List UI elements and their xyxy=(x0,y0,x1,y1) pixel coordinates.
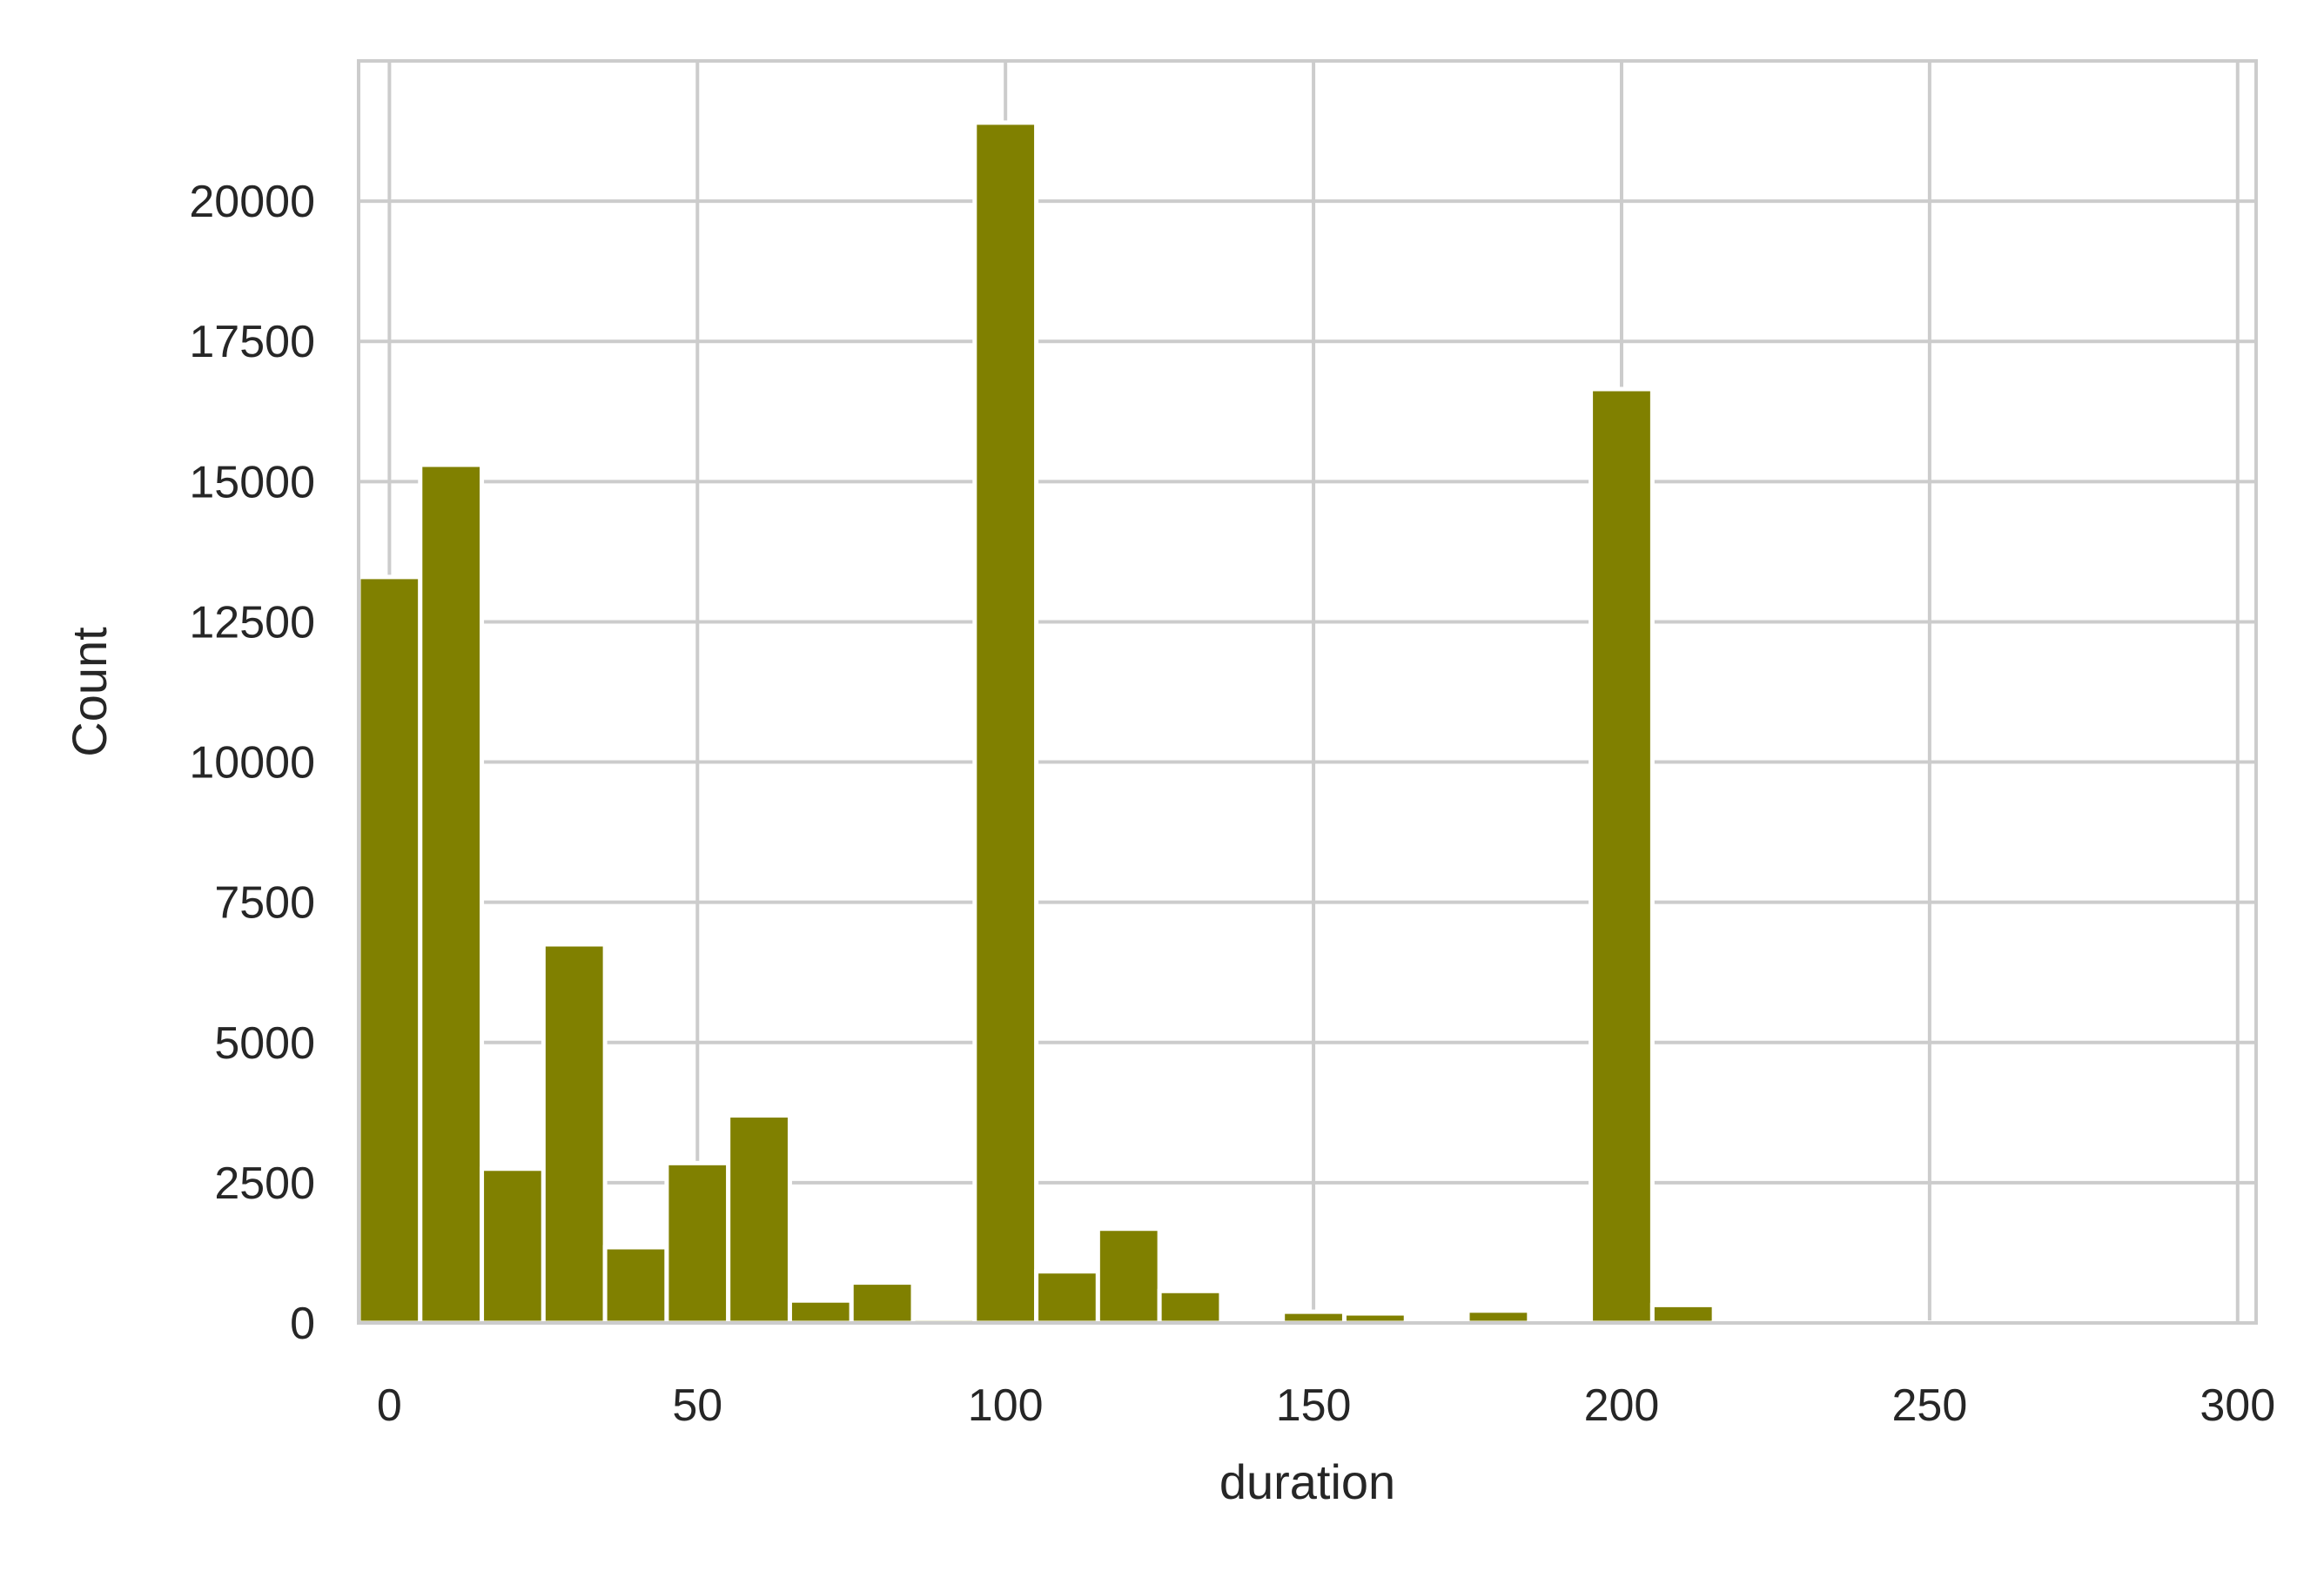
histogram-bar xyxy=(359,577,420,1323)
y-tick-label: 17500 xyxy=(189,317,315,367)
histogram-bar xyxy=(1098,1229,1159,1323)
y-tick-label: 20000 xyxy=(189,177,315,227)
y-tick-label: 2500 xyxy=(214,1158,315,1209)
histogram-bar xyxy=(851,1283,913,1323)
plot-background xyxy=(359,61,2256,1323)
histogram-bar xyxy=(605,1247,667,1323)
histogram-bar xyxy=(1468,1311,1529,1323)
histogram-bar xyxy=(975,123,1037,1323)
x-tick-label: 250 xyxy=(1891,1380,1967,1431)
x-tick-label: 300 xyxy=(2200,1380,2275,1431)
histogram-bar xyxy=(1652,1305,1714,1323)
histogram-bar xyxy=(667,1163,729,1323)
x-tick-label: 0 xyxy=(377,1380,402,1431)
histogram-bar xyxy=(1159,1291,1221,1323)
x-tick-label: 50 xyxy=(672,1380,722,1431)
y-tick-labels: 0 2500 5000 7500 10000 12500 15000 17500 20000 xyxy=(189,177,315,1349)
y-tick-label: 12500 xyxy=(189,597,315,648)
histogram-bar xyxy=(420,465,482,1323)
y-tick-label: 10000 xyxy=(189,738,315,789)
histogram-bar xyxy=(789,1300,851,1323)
y-axis-label: Count xyxy=(62,627,117,757)
x-tick-label: 100 xyxy=(968,1380,1044,1431)
y-tick-label: 0 xyxy=(290,1299,315,1349)
histogram-bar xyxy=(482,1169,544,1323)
y-tick-label: 7500 xyxy=(214,878,315,929)
y-tick-label: 5000 xyxy=(214,1018,315,1069)
histogram-bar xyxy=(729,1116,790,1323)
y-tick-label: 15000 xyxy=(189,457,315,507)
histogram-bar xyxy=(543,944,605,1323)
x-tick-label: 200 xyxy=(1584,1380,1660,1431)
histogram-bar xyxy=(1591,389,1653,1323)
x-tick-labels: 0 50 100 150 200 250 300 xyxy=(377,1380,2275,1431)
x-tick-label: 150 xyxy=(1276,1380,1352,1431)
x-axis-label: duration xyxy=(1219,1454,1395,1509)
histogram-bar xyxy=(1037,1272,1098,1323)
